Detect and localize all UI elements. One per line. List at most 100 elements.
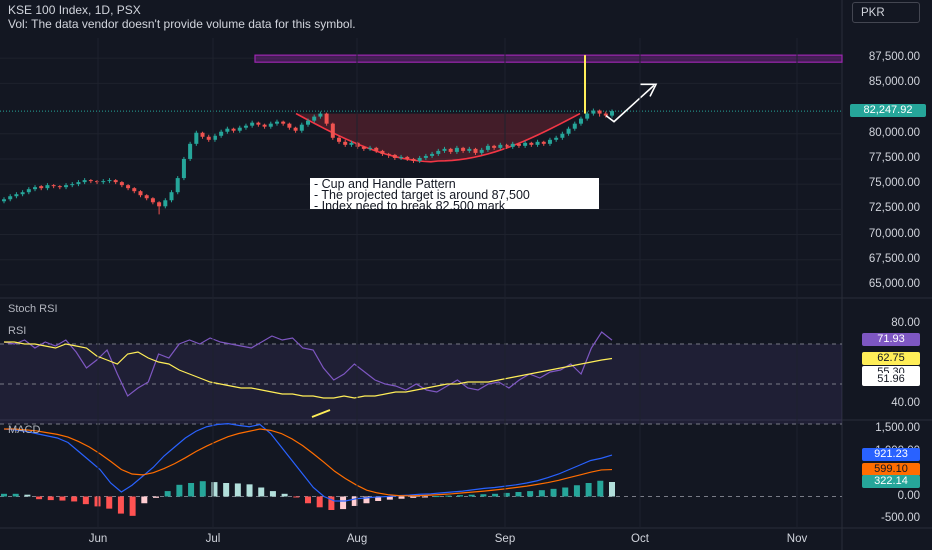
candle-body — [206, 136, 211, 140]
rsi-band — [0, 344, 842, 424]
macd-histogram-bar — [550, 488, 557, 497]
macd-histogram-bar — [129, 496, 136, 516]
candle-body — [57, 186, 62, 188]
candle-body — [343, 141, 348, 145]
candle-body — [417, 157, 422, 161]
candle-body — [473, 148, 478, 153]
currency-button[interactable]: PKR — [852, 2, 920, 23]
macd-histogram-bar — [597, 480, 604, 497]
macd-histogram-bar — [59, 496, 66, 501]
macd-histogram-bar — [82, 496, 89, 505]
macd-histogram-bar — [340, 496, 347, 510]
candle-body — [51, 185, 56, 187]
candle-body — [2, 199, 6, 202]
price-tick-label: 70,000.00 — [868, 227, 920, 240]
macd-histogram-bar — [106, 496, 113, 509]
candle-body — [281, 121, 286, 124]
candle-body — [610, 111, 614, 116]
macd-histogram-bar — [234, 483, 241, 497]
candle-body — [498, 144, 503, 148]
macd-histogram-bar — [188, 483, 195, 497]
macd-value-badge: 921.23 — [862, 448, 920, 462]
trend-marker — [311, 409, 331, 418]
candle-body — [368, 147, 373, 149]
macd-value-badge: 322.14 — [862, 475, 920, 488]
candle-body — [243, 125, 248, 128]
macd-histogram-bar — [433, 496, 440, 498]
candle-body — [250, 122, 255, 126]
macd-histogram-bar — [468, 494, 475, 497]
time-tick-label: Sep — [494, 533, 516, 545]
price-tick-label: 65,000.00 — [868, 277, 920, 290]
candle-body — [76, 182, 81, 185]
note-line-3: - Index need to break 82,500 mark — [314, 199, 506, 213]
candle-body — [423, 155, 428, 158]
macd-histogram-bar — [36, 496, 43, 500]
candle-body — [70, 184, 75, 186]
price-tick-label: 80,000.00 — [868, 126, 920, 139]
candle-body — [591, 110, 596, 114]
projection-arrow-head — [640, 83, 658, 97]
price-tick-label: 85,000.00 — [868, 76, 920, 89]
candle-body — [194, 132, 199, 144]
macd-histogram-bar — [585, 483, 592, 497]
macd-value-badge: 599.10 — [862, 462, 920, 476]
price-tick-label: 77,500.00 — [868, 151, 920, 164]
macd-histogram-bar — [223, 483, 230, 497]
candle-body — [82, 180, 87, 183]
candle-body — [169, 192, 174, 201]
macd-histogram-bar — [609, 482, 615, 497]
candle-body — [144, 195, 149, 199]
rsi-tick-label: 80.00 — [891, 317, 920, 329]
rsi-value-badge: 71.93 — [862, 333, 920, 347]
candle-body — [107, 180, 112, 182]
macd-histogram-bar — [457, 495, 463, 497]
macd-line — [3, 422, 613, 502]
macd-histogram-bar — [258, 487, 265, 497]
volume-note: Vol: The data vendor doesn't provide vol… — [8, 17, 356, 31]
candle-body — [467, 148, 472, 151]
macd-histogram-bar — [515, 492, 522, 497]
macd-histogram-bar — [293, 496, 300, 498]
time-tick-label: Aug — [346, 533, 368, 545]
candle-body — [578, 118, 583, 124]
candle-body — [436, 150, 441, 154]
macd-tick-label: -500.00 — [880, 512, 920, 524]
candle-body — [510, 143, 515, 147]
candle-body — [274, 121, 279, 124]
candle-body — [150, 198, 155, 203]
rsi-line — [3, 331, 613, 397]
macd-histogram-bar — [71, 496, 78, 502]
macd-histogram-bar — [141, 496, 148, 504]
macd-histogram-bar — [117, 496, 124, 514]
candle-body — [157, 202, 162, 207]
candle-body — [454, 147, 459, 152]
candle-body — [101, 181, 106, 183]
candle-body — [337, 137, 342, 142]
macd-histogram-bar — [164, 491, 171, 497]
candle-body — [603, 113, 608, 116]
candle-body — [560, 133, 565, 138]
candle-body — [20, 192, 25, 195]
candle-body — [399, 156, 404, 158]
macd-histogram-bar — [316, 496, 323, 508]
candle-body — [287, 123, 292, 128]
candle-body — [268, 123, 273, 127]
candle-body — [312, 116, 317, 121]
candle-body — [293, 127, 298, 131]
macd-histogram-bar — [421, 496, 428, 498]
candle-body — [212, 135, 217, 140]
macd-histogram-bar — [538, 490, 545, 497]
macd-histogram-bar — [375, 496, 382, 501]
macd-histogram-bar — [1, 493, 7, 497]
time-tick-label: Nov — [786, 533, 808, 545]
candle-body — [14, 194, 19, 197]
macd-histogram-bar — [398, 496, 405, 499]
note-line-1: - Cup and Handle Pattern — [314, 177, 456, 191]
macd-histogram-bar — [363, 496, 370, 504]
time-tick-label: Jun — [88, 533, 108, 545]
annotation-note[interactable]: - Cup and Handle Pattern - The projected… — [310, 177, 599, 213]
candle-body — [585, 113, 590, 119]
macd-histogram-bar — [12, 493, 19, 497]
